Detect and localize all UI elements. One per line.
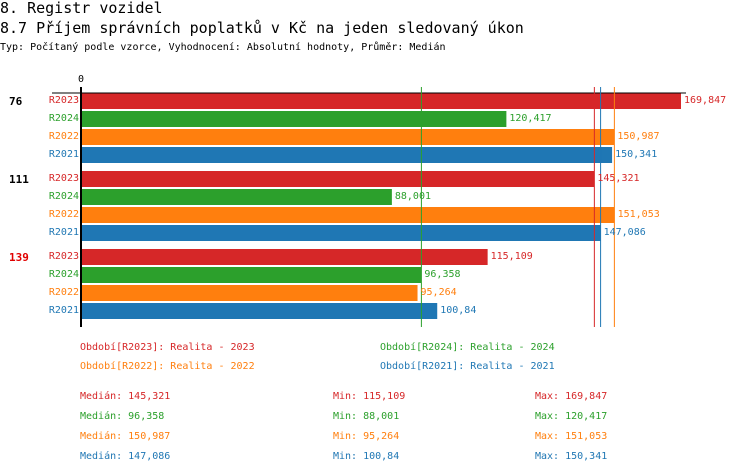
stat-max: Max: 169,847 [535, 391, 608, 402]
stat-median: Medián: 145,321 [80, 391, 171, 402]
bar-R2022 [81, 285, 418, 301]
data-label: 169,847 [684, 95, 727, 106]
series-label: R2023 [48, 95, 79, 106]
data-label: 95,264 [420, 287, 457, 298]
series-label: R2024 [48, 269, 79, 280]
section-title: 8. Registr vozidel [0, 0, 163, 17]
bar-R2023 [81, 249, 488, 265]
series-label: R2022 [48, 287, 79, 298]
stat-max: Max: 151,053 [535, 431, 608, 442]
group-label: 139 [9, 251, 29, 264]
series-label: R2023 [48, 173, 79, 184]
chart-meta: Typ: Počítaný podle vzorce, Vyhodnocení:… [0, 42, 446, 53]
legend-item: Období[R2024]: Realita - 2024 [380, 342, 555, 353]
stat-max: Max: 120,417 [535, 411, 608, 422]
bar-R2024 [81, 189, 392, 205]
data-label: 115,109 [490, 251, 533, 262]
data-label: 150,341 [615, 149, 658, 160]
bar-R2024 [81, 111, 507, 127]
bar-R2023 [81, 93, 681, 109]
stat-median: Medián: 147,086 [80, 451, 171, 462]
data-label: 151,053 [617, 209, 660, 220]
group-label: 76 [9, 95, 23, 108]
chart-title: 8.7 Příjem správních poplatků v Kč na je… [0, 19, 524, 37]
series-label: R2024 [48, 191, 79, 202]
stat-min: Min: 100,84 [333, 451, 400, 462]
data-label: 96,358 [424, 269, 461, 280]
data-label: 88,001 [394, 191, 431, 202]
bar-R2024 [81, 267, 422, 283]
legend-item: Období[R2023]: Realita - 2023 [80, 342, 255, 353]
series-label: R2022 [48, 131, 79, 142]
series-label: R2021 [48, 305, 79, 316]
stat-min: Min: 88,001 [333, 411, 400, 422]
data-label: 150,987 [617, 131, 660, 142]
bar-R2021 [81, 225, 601, 241]
group-label: 111 [9, 173, 29, 186]
stat-min: Min: 95,264 [333, 431, 400, 442]
series-label: R2023 [48, 251, 79, 262]
stat-max: Max: 150,341 [535, 451, 608, 462]
data-label: 120,417 [509, 113, 552, 124]
data-label: 145,321 [597, 173, 640, 184]
series-label: R2024 [48, 113, 79, 124]
data-label: 100,84 [440, 305, 477, 316]
bar-R2022 [81, 129, 615, 145]
series-label: R2021 [48, 149, 79, 160]
bar-R2023 [81, 171, 595, 187]
stat-median: Medián: 150,987 [80, 431, 171, 442]
series-label: R2022 [48, 209, 79, 220]
stat-min: Min: 115,109 [333, 391, 406, 402]
bar-R2022 [81, 207, 615, 223]
data-label: 147,086 [603, 227, 646, 238]
legend-item: Období[R2021]: Realita - 2021 [380, 361, 555, 372]
bar-R2021 [81, 303, 438, 319]
stat-median: Medián: 96,358 [80, 411, 165, 422]
series-label: R2021 [48, 227, 79, 238]
legend-item: Období[R2022]: Realita - 2022 [80, 361, 255, 372]
bar-R2021 [81, 147, 613, 163]
axis-zero-label: 0 [78, 74, 85, 85]
